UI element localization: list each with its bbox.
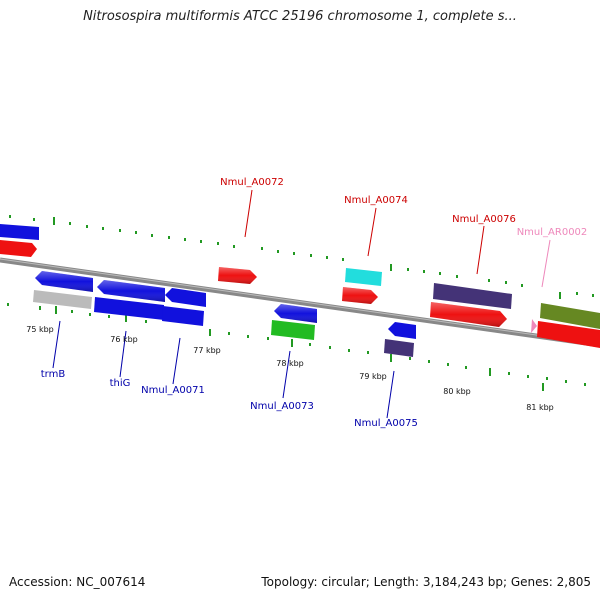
chromosome-backbone-highlight (0, 258, 600, 345)
gene-box[interactable] (433, 283, 512, 309)
gene-label-nmul-a0071[interactable]: Nmul_A0071 (141, 385, 205, 396)
ruler-label-81kbp: 81 kbp (526, 403, 554, 412)
pseudo-gene-box[interactable] (33, 290, 92, 309)
gene-box[interactable] (162, 306, 204, 326)
gene-box[interactable] (540, 303, 600, 329)
rna-marker-nmul-ar0002[interactable] (531, 319, 537, 333)
gene-labels-top: Nmul_A0072 Nmul_A0074 Nmul_A0076 Nmul_AR… (220, 177, 587, 238)
gene-label-nmul-a0075[interactable]: Nmul_A0075 (354, 418, 418, 429)
gene-box[interactable] (94, 297, 164, 320)
gene-arrow[interactable] (0, 224, 39, 240)
leader-lines-bottom (52, 320, 395, 419)
ruler-label-75kbp: 75 kbp (26, 325, 54, 334)
map-title: Nitrosospira multiformis ATCC 25196 chro… (83, 9, 517, 24)
gene-arrow[interactable] (165, 288, 206, 307)
genome-summary: Topology: circular; Length: 3,184,243 bp… (261, 575, 591, 589)
gene-label-nmul-a0073[interactable]: Nmul_A0073 (250, 401, 314, 412)
ruler-label-80kbp: 80 kbp (443, 387, 471, 396)
gene-label-trmb[interactable]: trmB (41, 369, 66, 380)
gene-label-nmul-ar0002[interactable]: Nmul_AR0002 (517, 227, 588, 238)
ruler-label-78kbp: 78 kbp (276, 359, 304, 368)
ruler-label-76kbp: 76 kbp (110, 335, 138, 344)
rna-box-nmul-a0073[interactable] (271, 320, 315, 340)
ruler-label-79kbp: 79 kbp (359, 372, 387, 381)
gene-arrow[interactable] (388, 322, 416, 339)
gene-label-nmul-a0074[interactable]: Nmul_A0074 (344, 195, 408, 206)
gene-label-nmul-a0072[interactable]: Nmul_A0072 (220, 177, 284, 188)
gene-arrow[interactable] (537, 321, 600, 348)
feature-shading (35, 267, 507, 327)
upper-tick-track (9, 215, 594, 299)
gene-label-thig[interactable]: thiG (110, 378, 131, 389)
chromosome-backbone (0, 257, 600, 348)
gene-box[interactable] (345, 268, 382, 286)
leader-lines-top (244, 189, 551, 288)
ruler-labels: 75 kbp 76 kbp 77 kbp 78 kbp 79 kbp 80 kb… (26, 325, 554, 412)
gene-box-nmul-a0075[interactable] (384, 339, 414, 357)
gene-labels-bottom: trmB thiG Nmul_A0071 Nmul_A0073 Nmul_A00… (41, 369, 418, 429)
gene-label-nmul-a0076[interactable]: Nmul_A0076 (452, 214, 516, 225)
gene-arrow[interactable] (0, 240, 37, 257)
ruler-label-77kbp: 77 kbp (193, 346, 221, 355)
accession-label: Accession: NC_007614 (9, 575, 146, 589)
